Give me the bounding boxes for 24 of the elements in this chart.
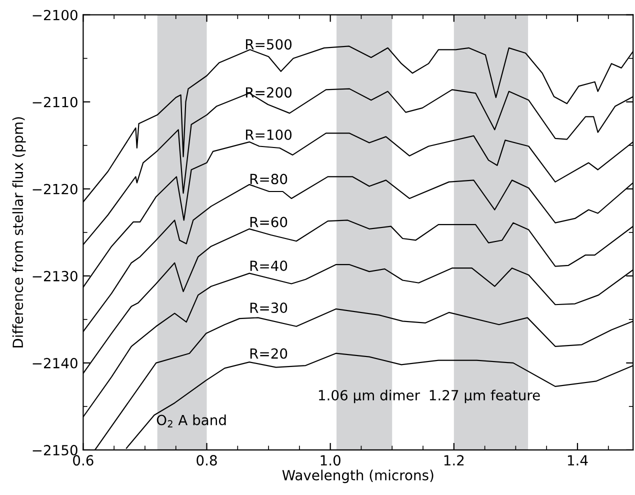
x-tick-label: 0.6 xyxy=(73,455,94,466)
x-tick-label: 0.8 xyxy=(196,455,217,466)
x-tick-label: 1.0 xyxy=(320,455,340,466)
y-axis-title: Difference from stellar flux (ppm) xyxy=(12,117,26,348)
y-tick-label: −2130 xyxy=(32,270,78,282)
y-tick-label: −2150 xyxy=(32,444,78,456)
series-label: R=500 xyxy=(246,39,292,50)
annotation: 1.27 μm feature xyxy=(430,390,540,404)
y-tick-label: −2110 xyxy=(32,96,78,108)
x-axis-title: Wavelength (microns) xyxy=(282,470,434,484)
series-label: R=20 xyxy=(250,348,288,359)
annotation: O$_{2}$ A band xyxy=(156,414,226,428)
series-label: R=100 xyxy=(246,129,292,140)
y-tick-label: −2100 xyxy=(32,10,78,20)
annotation: 1.06 μm dimer xyxy=(318,390,420,404)
x-tick-label: 1.4 xyxy=(568,455,588,466)
series-label: R=60 xyxy=(250,216,288,228)
y-tick-label: −2140 xyxy=(32,358,78,368)
series-label: R=200 xyxy=(246,87,292,98)
series-label: R=30 xyxy=(250,302,288,314)
series-label: R=40 xyxy=(250,260,288,272)
y-tick-label: −2120 xyxy=(32,184,78,194)
x-tick-label: 1.2 xyxy=(444,455,464,466)
series-label: R=80 xyxy=(250,174,288,184)
